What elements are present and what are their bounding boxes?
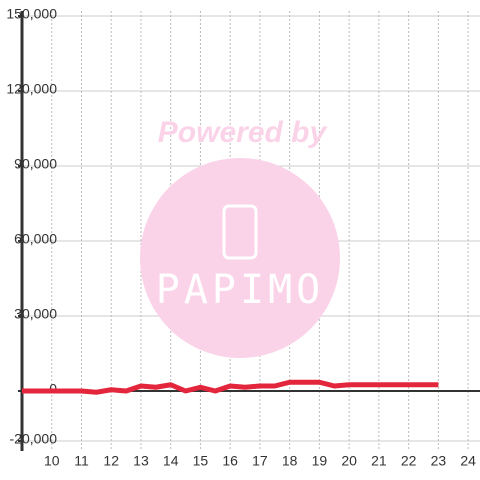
- y-tick-label: 150,000: [6, 6, 57, 22]
- x-tick-label: 23: [431, 453, 447, 469]
- x-tick-label: 24: [460, 453, 476, 469]
- x-tick-label: 15: [193, 453, 209, 469]
- watermark-text: Powered by: [158, 116, 328, 149]
- x-tick-label: 10: [44, 453, 60, 469]
- y-tick-label: -20,000: [10, 431, 58, 447]
- watermark-text: PAPIMO: [156, 267, 325, 313]
- y-tick-label: 90,000: [14, 156, 57, 172]
- x-tick-label: 17: [252, 453, 268, 469]
- x-tick-label: 13: [133, 453, 149, 469]
- x-tick-label: 11: [74, 453, 89, 469]
- x-tick-label: 14: [163, 453, 179, 469]
- x-tick-label: 21: [371, 453, 387, 469]
- line: [22, 379, 439, 395]
- y-tick-label: 30,000: [14, 306, 57, 322]
- x-tick-label: 16: [222, 453, 238, 469]
- x-tick-label: 19: [312, 453, 328, 469]
- x-tick-label: 22: [401, 453, 417, 469]
- x-tick-label: 20: [341, 453, 357, 469]
- watermark: Powered by PAPIMO: [140, 116, 340, 358]
- x-tick-label: 12: [103, 453, 119, 469]
- watermark-icon: [222, 204, 258, 260]
- x-tick-label: 18: [282, 453, 298, 469]
- y-tick-label: 120,000: [6, 81, 57, 97]
- y-tick-label: 60,000: [14, 231, 57, 247]
